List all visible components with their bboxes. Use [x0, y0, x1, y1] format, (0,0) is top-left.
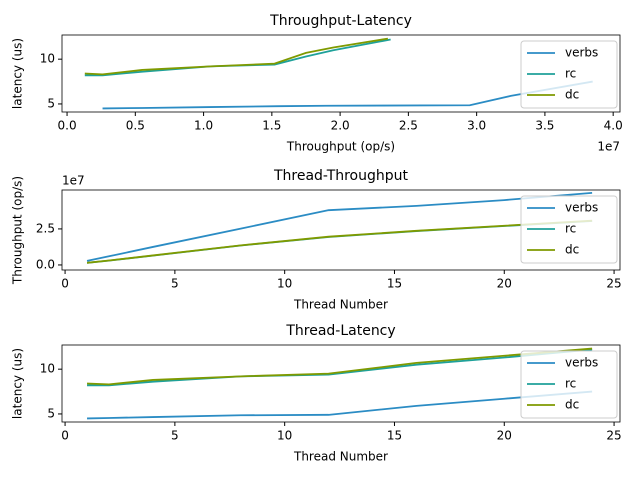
y-tick-label: 10: [40, 362, 55, 376]
y-axis-label: latency (us): [11, 348, 25, 419]
series-line: [84, 37, 389, 76]
x-tick-label: 25: [606, 277, 621, 291]
x-tick-label: 5: [171, 277, 179, 291]
x-tick-label: 1.5: [262, 119, 281, 133]
y-tick-label: 2.5: [36, 221, 55, 235]
x-axis-label: Thread Number: [293, 298, 388, 312]
legend-box: [520, 40, 618, 109]
y-axis-label: latency (us): [11, 38, 25, 109]
y-axis-label: Throughput (op/s): [11, 176, 25, 285]
series-line: [87, 390, 593, 420]
legend-box: [520, 195, 618, 264]
x-tick-label: 20: [497, 429, 512, 443]
x-tick-label: 20: [497, 277, 512, 291]
x-tick-label: 0: [61, 429, 69, 443]
x-tick-label: 25: [606, 429, 621, 443]
x-tick-label: 5: [171, 429, 179, 443]
y-tick-label: 5: [47, 406, 55, 420]
legend-label: rc: [565, 377, 576, 391]
series-line: [86, 220, 593, 264]
x-axis-label: Throughput (op/s): [286, 140, 395, 154]
x-tick-label: 0: [61, 277, 69, 291]
legend-label: verbs: [565, 46, 598, 60]
x-tick-label: 0.5: [126, 119, 145, 133]
x-tick-label: 3.0: [467, 119, 486, 133]
x-tick-label: 2.5: [399, 119, 418, 133]
chart-title: Thread-Latency: [285, 323, 395, 339]
axes-frame: [61, 189, 621, 271]
x-tick-label: 1.0: [194, 119, 213, 133]
axes-frame: [61, 344, 621, 423]
x-tick-label: 4.0: [604, 119, 623, 133]
legend-label: rc: [565, 222, 576, 236]
legend-label: dc: [565, 88, 579, 102]
series-line: [86, 347, 593, 386]
x-tick-label: 0.0: [58, 119, 77, 133]
legend-label: dc: [565, 243, 579, 257]
x-tick-label: 10: [277, 429, 292, 443]
series-line: [86, 219, 593, 264]
legend-box: [520, 350, 618, 419]
series-line: [102, 80, 593, 110]
legend-label: rc: [565, 67, 576, 81]
x-offset-label: 1e7: [597, 140, 620, 154]
y-offset-label: 1e7: [62, 174, 85, 188]
x-tick-label: 15: [387, 429, 402, 443]
legend-label: dc: [565, 398, 579, 412]
series-line: [86, 191, 593, 262]
chart-title: Throughput-Latency: [269, 13, 412, 29]
x-axis-label: Thread Number: [293, 450, 388, 464]
y-tick-label: 5: [47, 96, 55, 110]
legend-label: verbs: [565, 356, 598, 370]
y-tick-label: 0.0: [36, 257, 55, 271]
y-tick-label: 10: [40, 52, 55, 66]
chart-title: Thread-Throughput: [273, 168, 409, 184]
x-tick-label: 3.5: [535, 119, 554, 133]
legend-label: verbs: [565, 201, 598, 215]
x-tick-label: 15: [387, 277, 402, 291]
x-tick-label: 2.0: [331, 119, 350, 133]
axes-frame: [61, 34, 621, 113]
x-tick-label: 10: [277, 277, 292, 291]
